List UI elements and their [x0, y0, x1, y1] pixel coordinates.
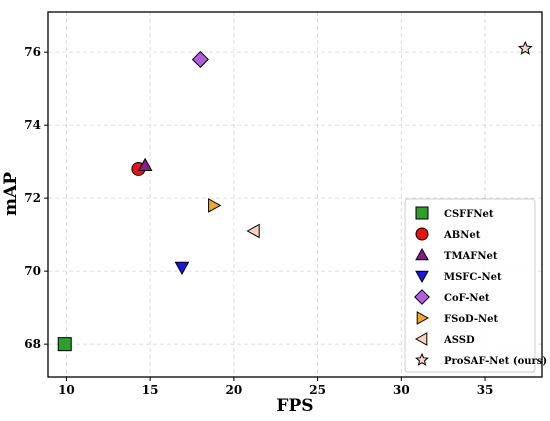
legend-label-prosaf-net-ours: ProSAF-Net (ours)	[444, 356, 547, 367]
data-points	[57, 40, 533, 352]
legend-label-msfc-net: MSFC-Net	[444, 272, 502, 283]
legend-marker-assd	[414, 332, 428, 346]
legend-label-cof-net: CoF-Net	[444, 293, 490, 304]
point-fsod-net	[208, 198, 222, 213]
y-tick-label: 76	[24, 45, 41, 59]
legend-items: CSFFNet ABNet TMAFNet MSFC-Net CoF-Net FSoD-N…	[414, 206, 547, 367]
y-tick-label: 72	[24, 191, 41, 205]
legend-marker-abnet	[415, 227, 429, 241]
legend-label-tmafnet: TMAFNet	[444, 251, 498, 262]
x-tick-label: 25	[309, 383, 326, 397]
x-tick-label: 35	[477, 383, 494, 397]
x-tick-label: 30	[393, 383, 410, 397]
axis-ticks: 10 15 20 25 30 35 68 70 72 74 76	[24, 45, 493, 397]
point-tmafnet	[137, 157, 153, 171]
point-csffnet	[57, 337, 72, 352]
legend-box	[404, 198, 536, 373]
legend-label-assd: ASSD	[443, 335, 475, 346]
y-tick-label: 68	[24, 337, 41, 351]
grid-lines	[48, 12, 542, 377]
x-axis-label: FPS	[276, 396, 313, 416]
point-assd	[246, 223, 260, 239]
legend-marker-cof-net	[414, 289, 430, 305]
plot-frame	[47, 11, 543, 378]
legend: CSFFNet ABNet TMAFNet MSFC-Net CoF-Net FSoD-N…	[404, 198, 547, 373]
legend-marker-tmafnet	[415, 247, 429, 261]
legend-marker-fsod-net	[416, 311, 430, 325]
y-tick-label: 74	[24, 118, 41, 132]
y-axis-label: mAP	[1, 172, 21, 216]
point-cof-net	[191, 50, 209, 68]
point-msfc-net	[174, 261, 190, 276]
x-tick-label: 10	[58, 383, 75, 397]
y-tick-label: 70	[24, 264, 41, 278]
legend-label-csffnet: CSFFNet	[444, 209, 494, 220]
legend-marker-prosaf-net-ours	[415, 352, 429, 366]
x-tick-label: 20	[226, 383, 243, 397]
x-tick-label: 15	[142, 383, 159, 397]
point-prosaf-net-ours	[517, 40, 533, 55]
legend-marker-csffnet	[415, 206, 429, 220]
legend-marker-msfc-net	[415, 270, 429, 284]
legend-label-fsod-net: FSoD-Net	[444, 314, 499, 325]
legend-label-abnet: ABNet	[443, 230, 481, 241]
